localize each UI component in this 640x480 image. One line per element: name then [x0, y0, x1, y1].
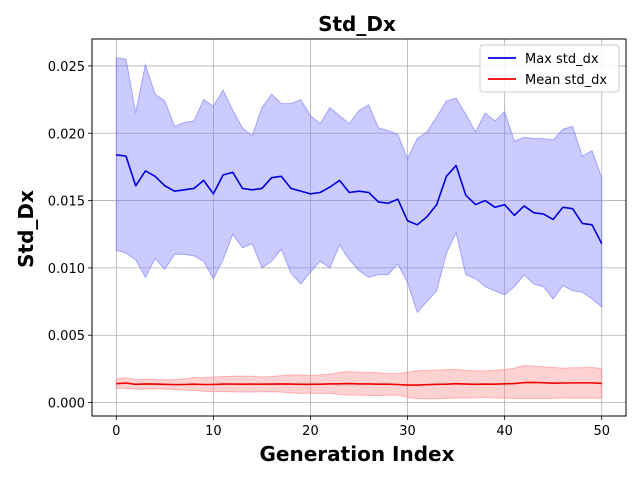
max-std-dx-band — [115, 57, 603, 314]
y-tick-label: 0.015 — [48, 195, 85, 210]
grid — [92, 39, 626, 416]
y-tick-label: 0.025 — [48, 60, 85, 75]
y-tick-label: 0.000 — [48, 397, 85, 412]
x-axis-title: Generation Index — [260, 442, 455, 466]
confidence-bands — [115, 57, 603, 400]
y-tick-label: 0.005 — [48, 329, 85, 344]
series-lines — [116, 153, 603, 386]
x-tick-label: 10 — [205, 424, 222, 439]
y-tick-label: 0.020 — [48, 127, 85, 142]
plot-frame — [91, 38, 627, 417]
legend-box — [479, 44, 620, 93]
legend-label-max-std-dx: Max std_dx — [525, 52, 599, 67]
y-axis-title: Std_Dx — [14, 190, 38, 268]
x-tick-label: 0 — [112, 424, 120, 439]
y-tick-label: 0.010 — [48, 262, 85, 277]
mean-std-dx-line — [116, 381, 602, 386]
x-tick-label: 20 — [302, 424, 319, 439]
mean-std-dx-band — [115, 365, 603, 400]
axis-ticks: 0 10 20 30 40 50 0.000 0.005 0.010 0.015 0.020 0.02… — [48, 60, 610, 439]
chart-title: Std_Dx — [318, 12, 396, 36]
max-std-dx-line — [116, 153, 603, 245]
legend-label-mean-std-dx: Mean std_dx — [525, 73, 607, 88]
x-tick-label: 40 — [496, 424, 513, 439]
legend: Max std_dx Mean std_dx — [479, 44, 620, 93]
x-tick-label: 50 — [593, 424, 610, 439]
x-tick-label: 30 — [399, 424, 416, 439]
